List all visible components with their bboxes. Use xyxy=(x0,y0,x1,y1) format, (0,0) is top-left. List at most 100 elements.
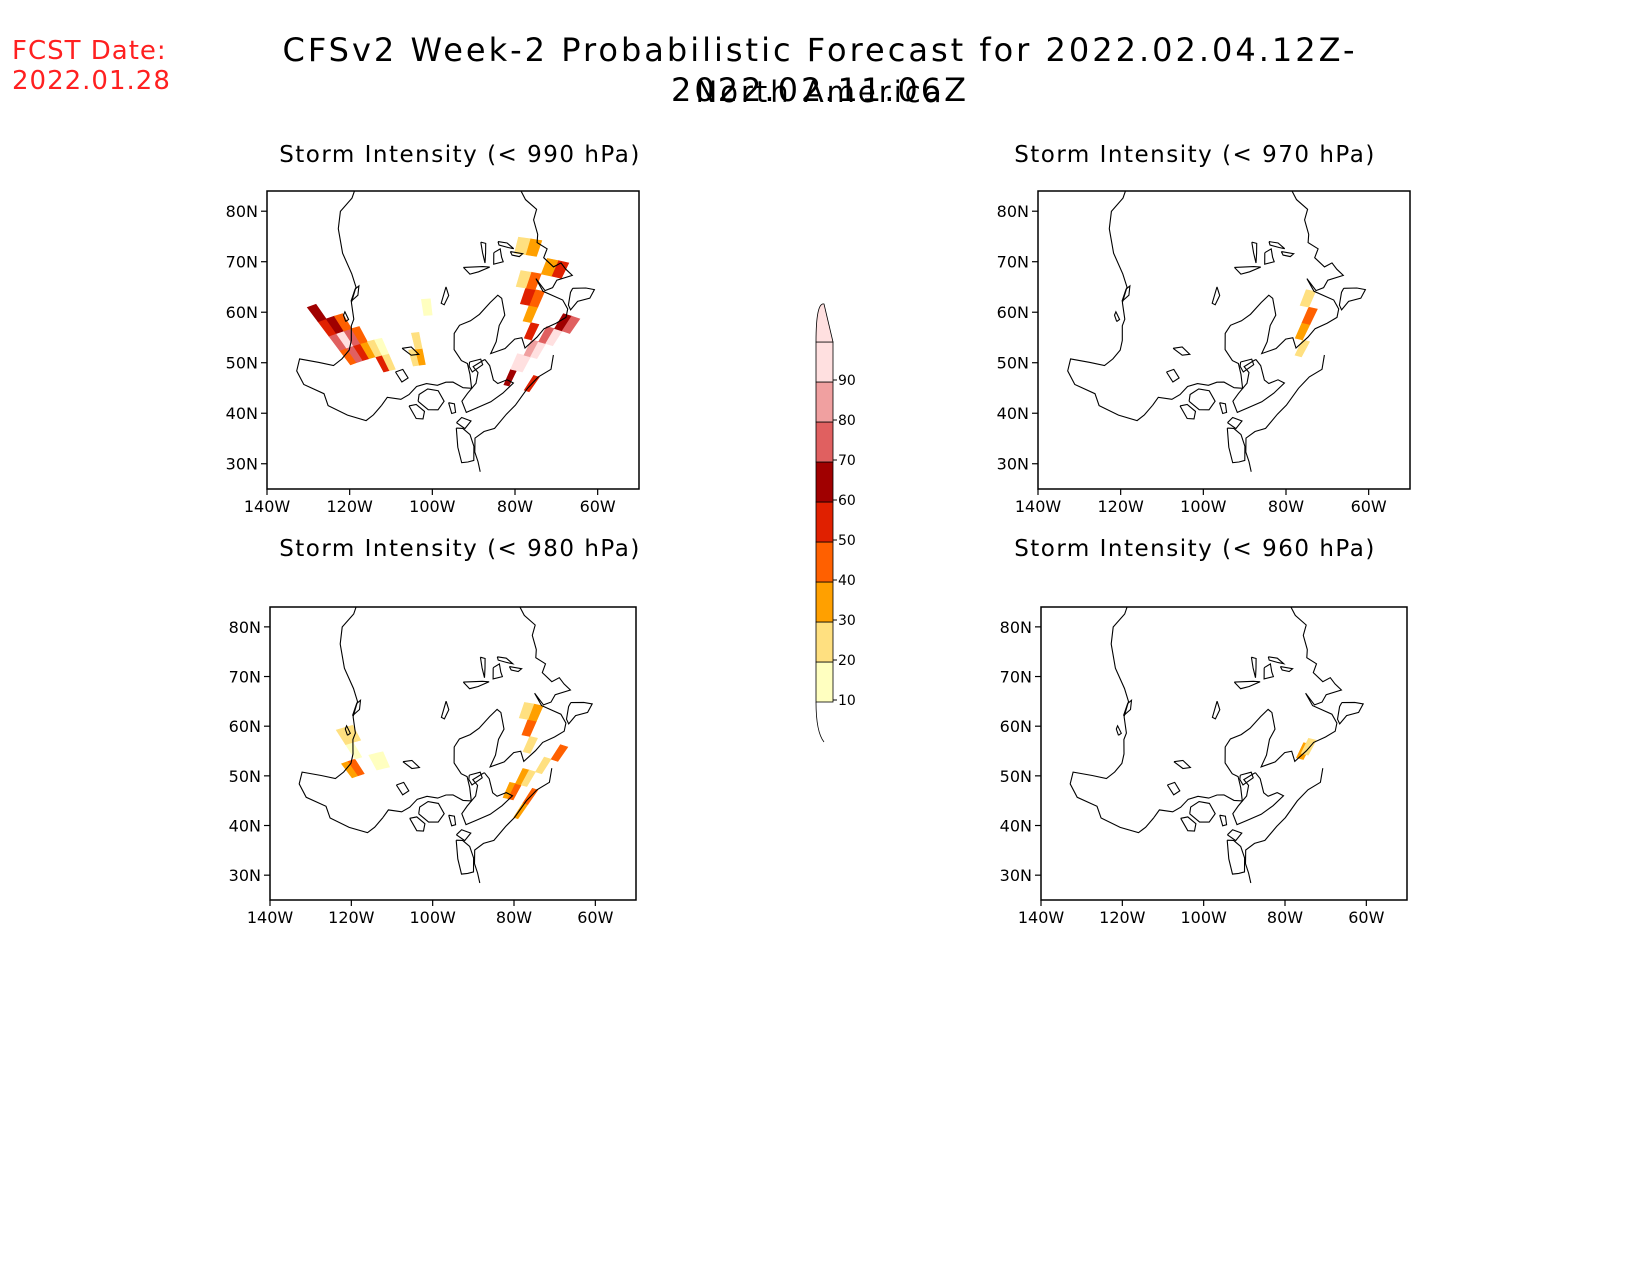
probability-cell xyxy=(1301,306,1318,325)
coastline xyxy=(492,663,504,680)
coastline xyxy=(508,666,523,673)
lat-label: 70N xyxy=(226,253,258,272)
fcst-date-value: 2022.01.28 xyxy=(12,66,171,96)
coastline xyxy=(395,368,409,383)
lon-label: 120W xyxy=(1099,908,1146,927)
coastline xyxy=(455,427,475,464)
probability-cell xyxy=(1299,289,1316,308)
lat-label: 80N xyxy=(229,618,261,637)
probability-cell xyxy=(535,756,552,775)
coastline xyxy=(497,241,515,250)
probability-cell xyxy=(514,236,531,256)
colorbar-swatch xyxy=(815,621,834,663)
coastline xyxy=(456,416,472,430)
lat-label: 60N xyxy=(997,303,1029,322)
colorbar-label: 10 xyxy=(838,693,856,709)
map-frame xyxy=(1037,190,1411,490)
coastline xyxy=(1173,759,1192,770)
coastline xyxy=(1245,354,1325,472)
probability-cell xyxy=(521,719,537,737)
coastline xyxy=(479,656,486,678)
coastline xyxy=(1115,724,1123,736)
lon-label: 120W xyxy=(328,908,375,927)
coastline xyxy=(1211,286,1221,306)
coastline xyxy=(1239,358,1255,373)
lon-label: 140W xyxy=(247,908,294,927)
coastline xyxy=(455,839,475,875)
lat-label: 30N xyxy=(997,455,1029,474)
lat-label: 30N xyxy=(1000,866,1032,885)
lon-label: 100W xyxy=(1180,908,1227,927)
coastline xyxy=(1227,416,1243,430)
coastline xyxy=(1279,666,1294,673)
lon-label: 140W xyxy=(1018,908,1065,927)
colorbar-label: 60 xyxy=(838,493,856,509)
coastline xyxy=(1226,427,1246,464)
lat-label: 80N xyxy=(226,202,258,221)
lat-label: 70N xyxy=(1000,668,1032,687)
map-panel-980: 80N 70N 60N 50N 40N 30N 140W 120W 100W 80W 60W xyxy=(229,606,637,927)
probability-colorbar: 10 20 30 40 50 60 70 80 90 xyxy=(815,303,856,743)
probability-cell xyxy=(515,270,532,289)
coastline xyxy=(1188,388,1216,411)
coastline xyxy=(480,241,487,264)
coastline xyxy=(509,251,524,258)
coastline xyxy=(1250,656,1257,678)
coastline xyxy=(1267,656,1286,665)
coastline xyxy=(1211,701,1221,720)
lat-label: 80N xyxy=(1000,618,1032,637)
probability-cell xyxy=(421,298,433,316)
coastline xyxy=(1189,801,1216,823)
coastline xyxy=(1226,839,1246,875)
coastline xyxy=(1166,781,1181,796)
coastline xyxy=(1153,607,1343,818)
coastline xyxy=(1172,346,1192,356)
panel-title-990: Storm Intensity (< 990 hPa) xyxy=(279,142,641,168)
coastline xyxy=(565,701,594,725)
probability-cell xyxy=(375,751,391,769)
lat-label: 40N xyxy=(1000,817,1032,836)
coastline xyxy=(1251,241,1258,264)
map-frame xyxy=(266,190,640,490)
coastline xyxy=(1219,814,1228,827)
coastline xyxy=(1219,402,1228,415)
coastline xyxy=(1234,266,1261,275)
colorbar-swatch xyxy=(815,541,834,583)
coastline xyxy=(1122,699,1133,717)
coastline xyxy=(1121,284,1131,302)
lon-label: 140W xyxy=(1015,497,1062,516)
probability-cell xyxy=(306,303,327,323)
lon-label: 80W xyxy=(496,908,532,927)
map-panel-960: 80N 70N 60N 50N 40N 30N 140W 120W 100W 80W 60W xyxy=(1000,606,1408,927)
coastline xyxy=(1239,771,1254,786)
coastline xyxy=(1113,310,1121,322)
forecast-date-label: FCST Date: 2022.01.28 xyxy=(12,36,171,96)
probability-cell xyxy=(503,368,517,387)
lon-label: 80W xyxy=(1268,497,1304,516)
colorbar-swatch xyxy=(815,421,834,463)
lat-label: 60N xyxy=(226,303,258,322)
coastline xyxy=(1268,241,1286,250)
probability-cell xyxy=(520,769,536,787)
coastline xyxy=(468,771,483,786)
lat-label: 40N xyxy=(997,404,1029,423)
coastline xyxy=(461,772,514,826)
coastline xyxy=(1152,191,1345,406)
lon-label: 140W xyxy=(244,497,291,516)
lon-label: 120W xyxy=(1097,497,1144,516)
colorbar-label: 90 xyxy=(838,373,856,389)
colorbar-swatch xyxy=(815,501,834,543)
lat-label: 30N xyxy=(226,455,258,474)
colorbar-swatch xyxy=(815,581,834,623)
probability-cell xyxy=(410,332,423,350)
colorbar-label: 40 xyxy=(838,573,856,589)
colorbar-label: 30 xyxy=(838,613,856,629)
coastline xyxy=(1180,816,1197,832)
lon-label: 60W xyxy=(1351,497,1387,516)
map-frame xyxy=(1040,606,1408,901)
lon-label: 100W xyxy=(409,497,456,516)
probability-cell xyxy=(523,322,540,341)
lon-label: 100W xyxy=(409,908,456,927)
lat-label: 40N xyxy=(226,404,258,423)
coastline xyxy=(440,286,450,306)
